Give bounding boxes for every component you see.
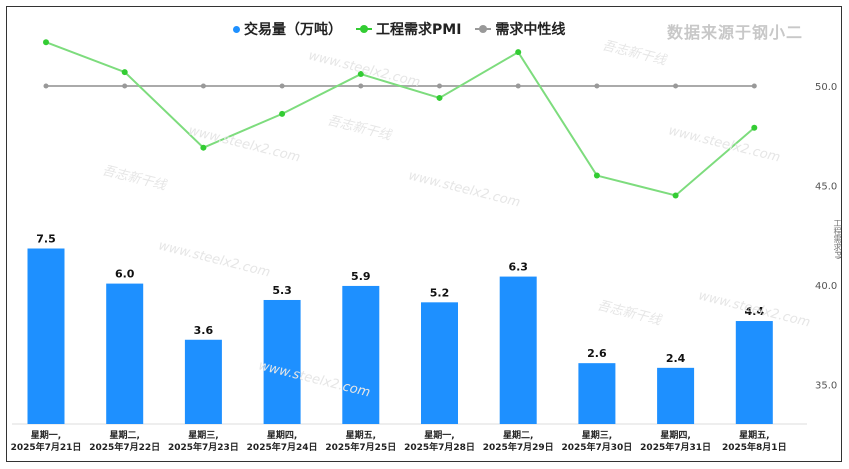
pmi-point <box>43 39 49 46</box>
pmi-point <box>121 69 128 76</box>
x-tick-label-weekday: 星期四, <box>660 429 690 441</box>
volume-bar <box>263 299 301 424</box>
bar-value-label: 2.4 <box>666 352 686 365</box>
x-tick-label-date: 2025年7月25日 <box>325 441 396 453</box>
bar-value-label: 2.6 <box>587 347 607 360</box>
bar-value-label: 4.4 <box>745 305 765 318</box>
volume-bar <box>27 248 65 424</box>
x-tick-label-date: 2025年7月29日 <box>483 441 554 453</box>
right-axis-tick-label: 35.0 <box>815 381 837 392</box>
bar-value-label: 6.3 <box>508 261 528 274</box>
chart-frame: 50.0 45.0 40.0 35.0 7.5 6.0 3.6 5.3 5.9 5.2 6.3 2.6… <box>6 6 842 462</box>
neutral-point <box>279 83 285 89</box>
legend-pmi-label: 工程需求PMI <box>376 22 462 38</box>
x-tick-label-weekday: 星期三, <box>188 429 218 441</box>
x-tick-label-weekday: 星期三, <box>582 429 612 441</box>
legend-item-neutral[interactable]: 需求中性线 <box>475 19 565 39</box>
volume-bar <box>499 276 537 424</box>
volume-bar <box>657 367 695 424</box>
x-tick-label-weekday: 星期四, <box>267 429 297 441</box>
legend-item-pmi[interactable]: 工程需求PMI <box>356 19 461 39</box>
neutral-point <box>673 83 679 89</box>
right-axis-tick-label: 50.0 <box>815 82 837 93</box>
x-tick-label-date: 2025年7月21日 <box>11 441 82 453</box>
volume-bar <box>184 339 222 424</box>
pmi-point <box>436 94 443 101</box>
x-tick-label-weekday: 星期一, <box>424 429 454 441</box>
neutral-point <box>437 83 442 89</box>
x-tick-label-date: 2025年7月28日 <box>404 441 475 453</box>
pmi-point <box>593 172 600 179</box>
pmi-line <box>45 41 755 197</box>
volume-bar <box>106 283 144 424</box>
source-note: 数据来源于钢小二 <box>667 23 804 42</box>
bar-value-label: 3.6 <box>194 324 214 337</box>
neutral-point <box>200 83 206 89</box>
x-tick-label-date: 2025年7月31日 <box>640 441 711 453</box>
neutral-point <box>594 83 600 89</box>
neutral-point <box>751 83 757 89</box>
chart-legend: 交易量（万吨） 工程需求PMI 需求中性线 <box>233 19 565 39</box>
legend-volume-label: 交易量（万吨） <box>244 22 342 38</box>
right-axis-tick-label: 45.0 <box>815 182 837 193</box>
bar-value-label: 7.5 <box>36 233 56 246</box>
neutral-point <box>358 83 364 89</box>
pmi-point <box>279 110 286 117</box>
x-tick-label-weekday: 星期二, <box>109 429 139 441</box>
volume-bar <box>578 363 616 424</box>
x-tick-label-weekday: 星期一, <box>31 429 61 441</box>
x-tick-label-date: 2025年7月23日 <box>168 441 239 453</box>
x-tick-label-weekday: 星期五, <box>346 429 376 441</box>
neutral-point <box>515 83 521 89</box>
bar-value-label: 6.0 <box>115 268 135 281</box>
neutral-point <box>43 83 49 89</box>
x-tick-label-weekday: 星期二, <box>503 429 533 441</box>
x-tick-label-date: 2025年7月24日 <box>247 441 318 453</box>
legend-neutral-marker <box>475 25 492 33</box>
volume-bar <box>342 285 380 424</box>
chart-plot: 50.0 45.0 40.0 35.0 7.5 6.0 3.6 5.3 5.9 5.2 6.3 2.6… <box>11 39 837 453</box>
x-tick-label-date: 2025年7月22日 <box>89 441 160 453</box>
right-axis-title: 工程需求PMI <box>833 219 842 259</box>
volume-bar <box>735 321 773 424</box>
legend-neutral-label: 需求中性线 <box>495 22 566 38</box>
pmi-point <box>751 124 758 131</box>
bar-value-label: 5.3 <box>272 284 292 297</box>
x-tick-label-weekday: 星期五, <box>739 429 769 441</box>
volume-bar <box>421 302 458 424</box>
pmi-point <box>357 71 364 78</box>
bar-value-label: 5.2 <box>430 286 450 299</box>
legend-volume-marker <box>233 25 240 33</box>
neutral-point <box>122 83 128 89</box>
pmi-point <box>672 192 679 199</box>
x-tick-label-date: 2025年7月30日 <box>561 441 632 453</box>
pmi-point <box>515 49 522 56</box>
legend-item-volume[interactable]: 交易量（万吨） <box>233 19 342 39</box>
bar-value-label: 5.9 <box>351 270 371 283</box>
legend-pmi-marker <box>356 25 372 33</box>
x-tick-label-date: 2025年8月1日 <box>722 441 787 453</box>
pmi-point <box>200 144 207 151</box>
right-axis-tick-label: 40.0 <box>815 281 837 292</box>
